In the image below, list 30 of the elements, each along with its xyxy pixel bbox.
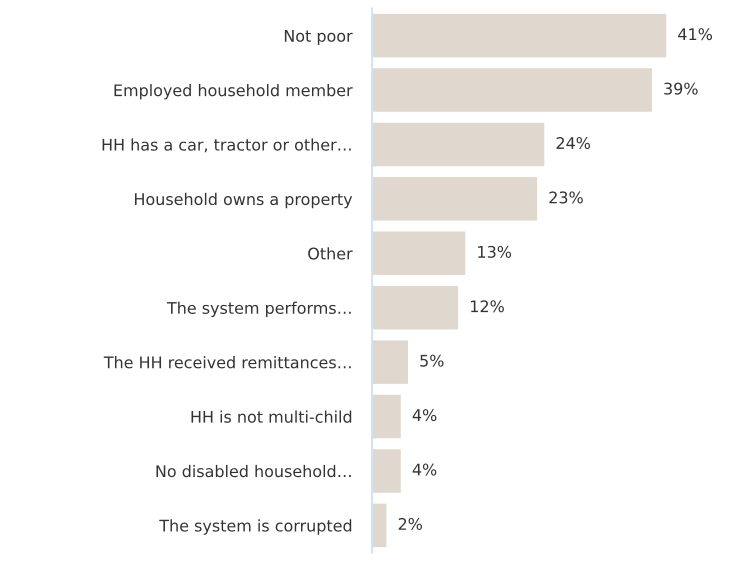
bar	[372, 232, 466, 276]
y-tick-label: No disabled household…	[156, 464, 351, 478]
bar	[372, 449, 401, 493]
data-label: 2%	[398, 518, 422, 530]
y-tick-label: The system performs…	[166, 302, 351, 318]
bar	[372, 286, 458, 330]
data-label: 4%	[412, 464, 436, 476]
bar	[372, 177, 538, 221]
y-tick-label: Other	[308, 247, 353, 260]
y-tick-label: The HH received remittances…	[104, 356, 351, 368]
bar	[372, 68, 652, 112]
y-tick-label: Employed household member	[114, 84, 353, 100]
y-tick-label: HH has a car, tractor or other…	[102, 138, 351, 152]
data-label: 24%	[556, 137, 590, 150]
bar	[372, 122, 544, 166]
data-label: 39%	[664, 82, 698, 95]
y-tick-label: HH is not multi-child	[192, 410, 352, 423]
bar	[372, 394, 401, 438]
data-label: 12%	[471, 300, 504, 312]
data-label: 4%	[412, 409, 436, 422]
bar	[372, 14, 666, 58]
data-label: 13%	[478, 246, 512, 258]
data-label: 5%	[420, 354, 444, 367]
y-tick-label: The system is corrupted	[159, 519, 352, 535]
data-label: 41%	[678, 28, 712, 40]
bar	[372, 504, 386, 548]
y-tick-label: Household owns a property	[135, 192, 352, 208]
bar	[372, 340, 408, 384]
data-label: 23%	[549, 191, 583, 204]
y-tick-label: Not poor	[284, 30, 353, 46]
